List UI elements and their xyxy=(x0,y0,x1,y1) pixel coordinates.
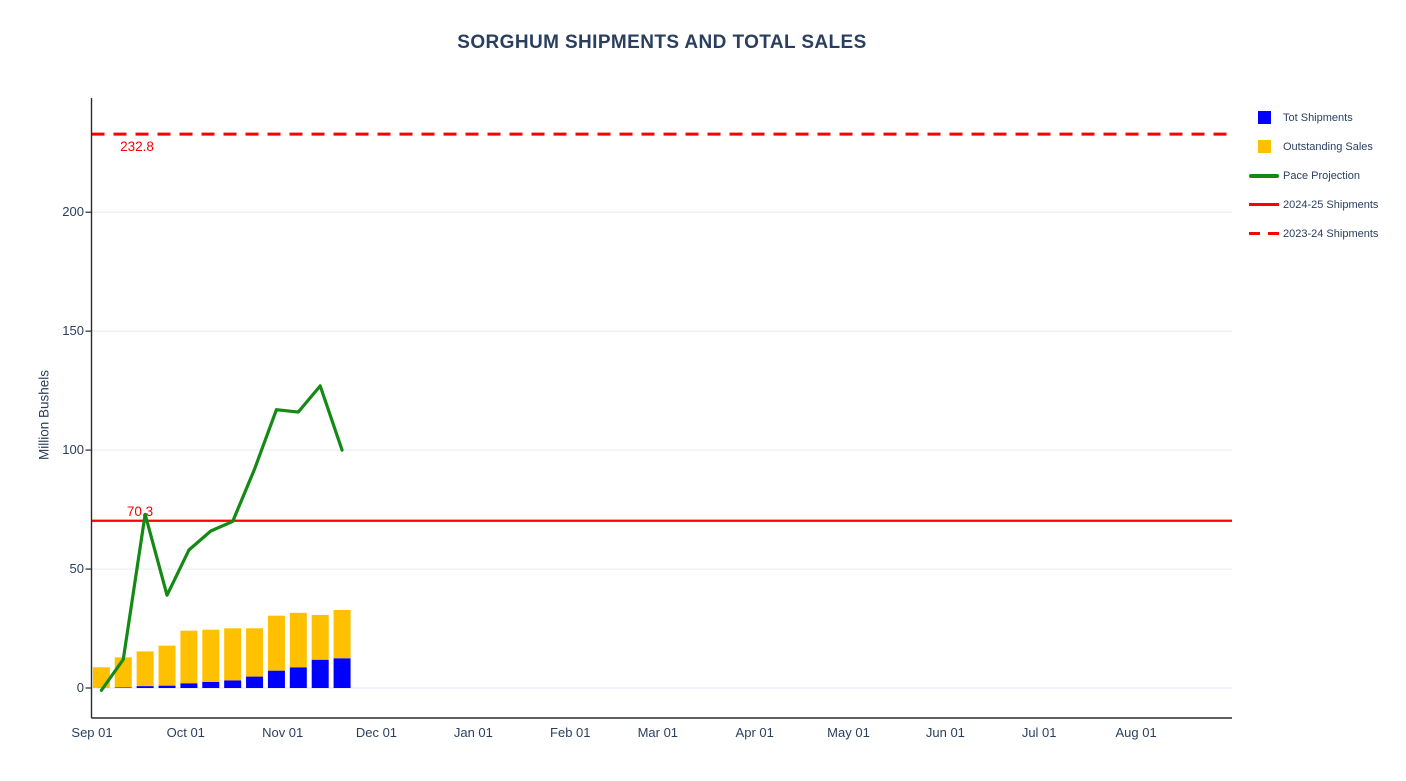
legend-item-2024-25-shipments[interactable]: 2024-25 Shipments xyxy=(1247,190,1378,219)
pace-projection-series xyxy=(99,384,344,692)
tot-shipments-swatch-icon xyxy=(1247,111,1281,124)
legend-label: 2023-24 Shipments xyxy=(1283,227,1379,240)
chart-title: SORGHUM SHIPMENTS AND TOTAL SALES xyxy=(457,32,867,53)
outstanding-sales-bar xyxy=(136,651,154,687)
x-tick-label: Jul 01 xyxy=(1021,725,1057,740)
outstanding-sales-bar xyxy=(289,612,307,668)
axes xyxy=(85,98,1232,719)
2023-24-shipments-swatch-icon xyxy=(1247,232,1281,235)
x-tick-label: Sep 01 xyxy=(71,725,113,740)
outstanding-sales-bar xyxy=(267,615,285,671)
x-tick-label: Feb 01 xyxy=(550,725,591,740)
legend-item-2023-24-shipments[interactable]: 2023-24 Shipments xyxy=(1247,219,1378,248)
x-tick-label: Dec 01 xyxy=(355,725,398,740)
legend: Tot Shipments Outstanding Sales Pace Proje… xyxy=(1247,103,1378,248)
tot-shipments-bar xyxy=(180,683,198,688)
legend-label: Pace Projection xyxy=(1283,169,1361,182)
tot-shipments-bar xyxy=(224,680,242,688)
x-tick-label: Mar 01 xyxy=(637,725,679,740)
y-tick-label: 100 xyxy=(62,442,84,458)
x-tick-label: Jun 01 xyxy=(925,725,965,740)
x-tick-label: Apr 01 xyxy=(735,725,774,740)
x-tick-label: Jan 01 xyxy=(453,725,493,740)
y-tick-label: 200 xyxy=(62,204,84,220)
outstanding-sales-bar xyxy=(202,629,220,682)
legend-label: Tot Shipments xyxy=(1283,111,1353,124)
y-tick-label: 50 xyxy=(69,561,84,577)
reference-lines xyxy=(91,132,1232,522)
legend-item-pace-projection[interactable]: Pace Projection xyxy=(1247,161,1378,190)
tot-shipments-bar xyxy=(136,686,154,688)
gridlines xyxy=(91,211,1232,689)
legend-label: Outstanding Sales xyxy=(1283,140,1373,153)
annotation-2024-25-value: 70.3 xyxy=(127,504,153,519)
annotation-2023-24-value: 232.8 xyxy=(120,139,154,154)
x-tick-label: May 01 xyxy=(827,725,870,740)
legend-label: 2024-25 Shipments xyxy=(1283,198,1379,211)
outstanding-sales-bar xyxy=(92,667,110,688)
tot-shipments-bar xyxy=(202,681,220,688)
legend-item-outstanding-sales[interactable]: Outstanding Sales xyxy=(1247,132,1378,161)
outstanding-sales-bar xyxy=(180,630,198,684)
y-tick-label: 0 xyxy=(76,680,84,695)
tot-shipments-bar xyxy=(333,658,351,688)
y-tick-label: 150 xyxy=(62,323,84,339)
tot-shipments-bar xyxy=(289,667,307,688)
x-tick-label: Aug 01 xyxy=(1115,725,1157,740)
tot-shipments-bar xyxy=(311,659,329,688)
legend-item-tot-shipments[interactable]: Tot Shipments xyxy=(1247,103,1378,132)
outstanding-sales-bar xyxy=(311,614,329,660)
x-tick-label: Oct 01 xyxy=(166,725,205,740)
outstanding-sales-bar xyxy=(333,609,351,659)
tot-shipments-bar xyxy=(246,676,264,688)
outstanding-sales-bar xyxy=(246,628,264,677)
2024-25-shipments-swatch-icon xyxy=(1247,203,1281,206)
pace-projection-line xyxy=(99,384,344,692)
tot-shipments-bar xyxy=(158,685,176,688)
x-tick-label: Nov 01 xyxy=(262,725,304,740)
bar-series xyxy=(92,609,351,688)
outstanding-sales-bar xyxy=(158,645,176,686)
outstanding-sales-bar xyxy=(224,628,242,681)
tot-shipments-bar xyxy=(267,670,285,688)
pace-projection-swatch-icon xyxy=(1247,173,1281,178)
outstanding-sales-swatch-icon xyxy=(1247,140,1281,153)
